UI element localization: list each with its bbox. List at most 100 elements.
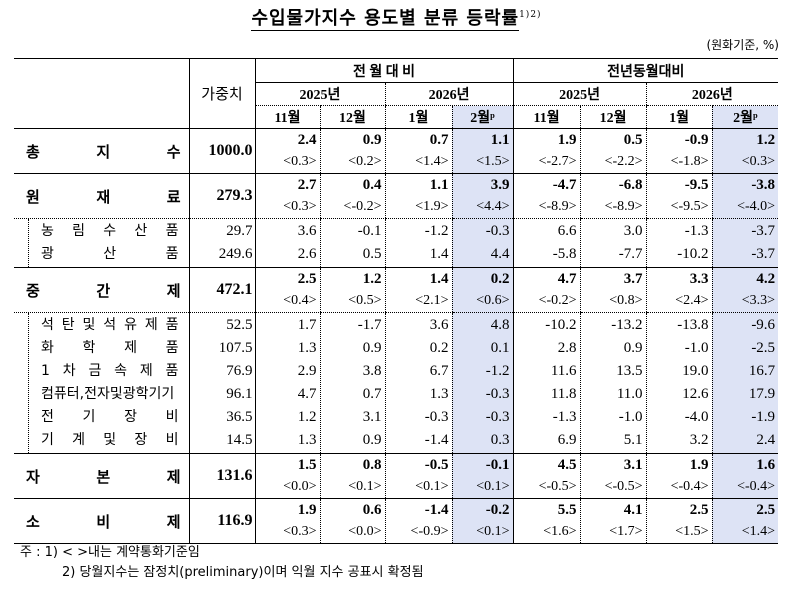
sub-weight: 29.7 <box>226 223 253 239</box>
header-weight: 가중치 <box>188 58 255 129</box>
value-contract-currency: <1.5> <box>476 154 510 169</box>
sub-label-char: 장 <box>124 409 137 425</box>
value-krw: -0.9 <box>684 132 709 148</box>
header-month: 2월ᵖ <box>711 105 779 129</box>
sub-value: -13.2 <box>611 317 643 333</box>
sub-value: 6.7 <box>429 363 449 379</box>
sub-label-char: 탄 <box>61 317 75 333</box>
sub-weight: 107.5 <box>218 340 253 356</box>
header-year: 2025년 <box>512 82 647 106</box>
sub-value: 11.0 <box>616 386 643 402</box>
value-krw: 2.5 <box>297 271 317 287</box>
row-weight: 472.1 <box>188 267 255 313</box>
title-footnote-ref: 1)2) <box>519 10 542 20</box>
sub-value: -1.0 <box>684 340 709 356</box>
sub-value: 0.1 <box>490 340 510 356</box>
value-krw: 3.7 <box>623 271 643 287</box>
value-krw: 1.1 <box>490 132 510 148</box>
sub-label-char: 품 <box>165 317 179 333</box>
sub-value: -1.0 <box>618 409 643 425</box>
value-contract-currency: <0.3> <box>283 154 317 169</box>
value-krw: 1.9 <box>689 457 709 473</box>
sub-label-char: 석 <box>103 317 117 333</box>
sub-value: -1.4 <box>424 432 449 448</box>
sub-value: 0.9 <box>362 432 382 448</box>
sub-value: 4.8 <box>490 317 510 333</box>
sub-value: 0.9 <box>362 340 382 356</box>
sub-value: 13.5 <box>616 363 643 379</box>
value-krw: 1.1 <box>429 177 449 193</box>
sub-label-char: 농 <box>41 223 54 239</box>
value-krw: 1.6 <box>756 457 776 473</box>
sub-label-char: 품 <box>165 223 179 239</box>
value-contract-currency: <-8.9> <box>604 199 643 214</box>
sub-value: 19.0 <box>682 363 709 379</box>
value-contract-currency: <0.8> <box>609 293 643 308</box>
value-contract-currency: <1.7> <box>609 524 643 539</box>
value-contract-currency: <1.5> <box>675 524 709 539</box>
sub-label-char: 제 <box>144 317 158 333</box>
sub-label-char: 및 <box>103 432 117 448</box>
row-label-char: 재 <box>96 187 111 206</box>
value-contract-currency: <-0.4> <box>670 479 709 494</box>
value-krw: -1.4 <box>424 502 449 518</box>
sub-value: 0.7 <box>362 386 382 402</box>
value-cell: 2.5 <1.4> <box>711 498 779 544</box>
sub-value: 3.8 <box>362 363 382 379</box>
sub-value: 6.6 <box>557 223 577 239</box>
row-weight: 116.9 <box>188 498 255 544</box>
sub-label-char: 전 <box>41 409 54 425</box>
sub-value: 1.3 <box>297 340 317 356</box>
value-cell: 0.6 <0.0> <box>319 498 385 544</box>
sub-value: 6.9 <box>557 432 577 448</box>
value-contract-currency: <-0.9> <box>410 524 449 539</box>
value-krw: -0.2 <box>485 502 510 518</box>
footnote-prefix: 주 : <box>20 545 41 560</box>
sub-value: 11.8 <box>550 386 577 402</box>
sub-value: 17.9 <box>748 386 776 402</box>
value-contract-currency: <0.3> <box>741 154 776 169</box>
header-category-blank <box>14 58 189 129</box>
value-cell: 1.9 <0.3> <box>254 498 320 544</box>
sub-value: -7.7 <box>618 246 643 262</box>
sub-value-col: -13.8 -1.0 19.0 12.6 -4.0 3.2 <box>645 312 713 454</box>
value-cell: 2.5 <0.4> <box>254 267 320 313</box>
value-krw: -6.8 <box>618 177 643 193</box>
value-krw: 2.7 <box>297 177 317 193</box>
value-cell: -0.5 <0.1> <box>384 453 452 499</box>
sub-label-char: 산 <box>134 223 148 239</box>
sub-value: 1.7 <box>297 317 317 333</box>
sub-value-col: 4.8 0.1 -1.2 -0.3 -0.3 0.3 <box>451 312 514 454</box>
table-row: 중 간 제 472.1 2.5 <0.4> 1.2 <0.5> 1.4 <2.1> 0.2 <0.6>… <box>14 267 779 313</box>
sub-value-col: -1.7 0.9 3.8 0.7 3.1 0.9 <box>319 312 385 454</box>
sub-value: 0.3 <box>490 432 510 448</box>
value-krw: 1.9 <box>297 502 317 518</box>
sub-value-col: -13.2 0.9 13.5 11.0 -1.0 5.1 <box>579 312 647 454</box>
value-contract-currency: <0.6> <box>476 293 510 308</box>
value-contract-currency: <-9.5> <box>670 199 709 214</box>
value-cell: -0.2 <0.1> <box>451 498 514 544</box>
value-cell: 0.9 <0.2> <box>319 128 385 174</box>
value-contract-currency: <2.4> <box>675 293 709 308</box>
sub-value: -2.5 <box>751 340 776 356</box>
value-cell: 1.2 <0.3> <box>711 128 779 174</box>
sub-value-col: -0.1 0.5 <box>319 218 385 268</box>
sub-label-char: 기 <box>41 432 54 448</box>
value-cell: 4.2 <3.3> <box>711 267 779 313</box>
table-row: 원 재 료 279.3 2.7 <0.3> 0.4 <-0.2> 1.1 <1.9> 3.9 <4.4… <box>14 173 779 219</box>
sub-label-char: 계 <box>72 432 86 448</box>
header-month: 11월 <box>512 105 581 129</box>
sub-label-char: 품 <box>165 340 179 356</box>
value-cell: 1.2 <0.5> <box>319 267 385 313</box>
sub-label-char: 차 <box>62 363 76 379</box>
value-contract-currency: <-0.2> <box>343 199 382 214</box>
sub-weights: 52.5 107.5 76.9 96.1 36.5 14.5 <box>188 312 255 454</box>
value-krw: 0.7 <box>429 132 449 148</box>
sub-weights: 29.7 249.6 <box>188 218 255 268</box>
sub-label-char: 비 <box>165 432 179 448</box>
